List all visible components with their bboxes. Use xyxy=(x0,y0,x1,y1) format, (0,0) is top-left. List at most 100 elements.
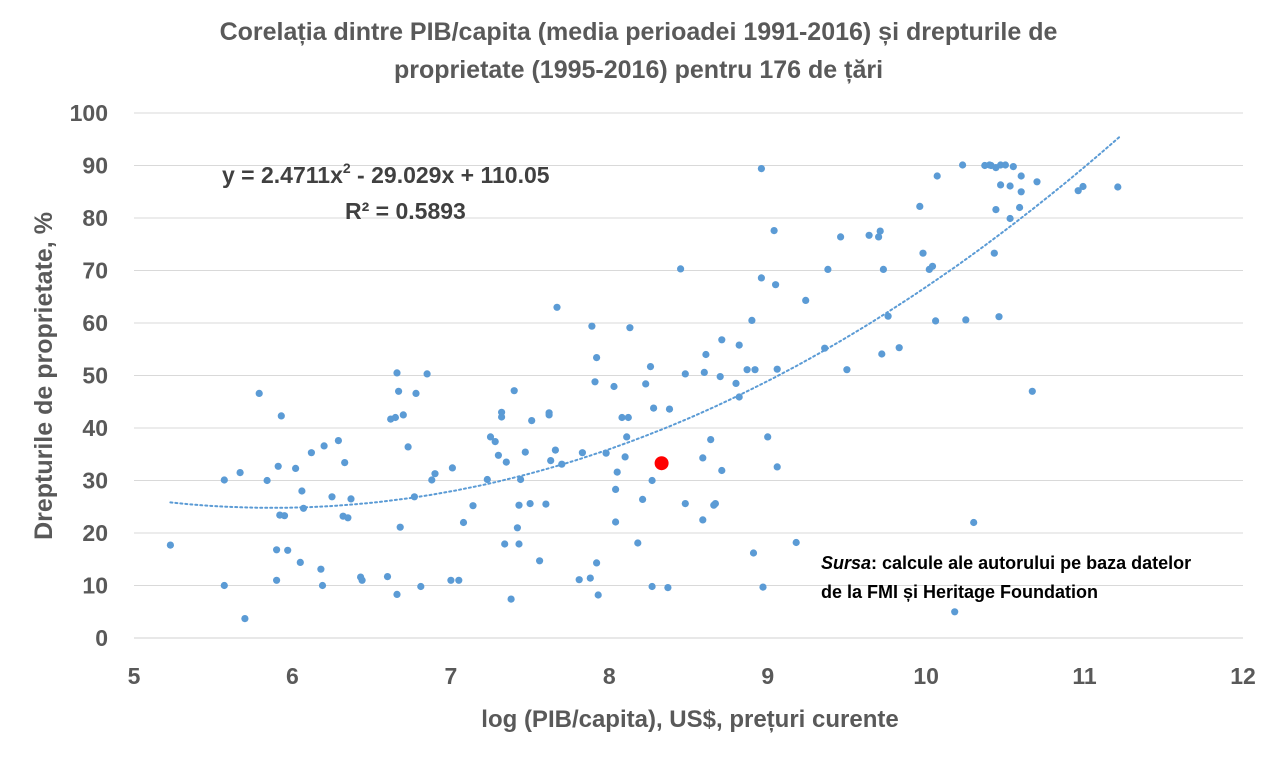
data-point xyxy=(602,449,610,457)
equation-suffix: - 29.029x + 110.05 xyxy=(350,162,550,188)
data-point xyxy=(970,518,978,527)
y-tick-label: 40 xyxy=(82,415,108,441)
data-point xyxy=(341,459,349,467)
data-point xyxy=(821,344,829,352)
data-point xyxy=(612,518,620,526)
data-point xyxy=(639,495,647,503)
x-tick-label: 12 xyxy=(1230,663,1256,689)
data-point xyxy=(515,540,523,548)
data-point xyxy=(773,365,781,373)
data-point xyxy=(613,468,621,476)
data-point xyxy=(455,576,463,584)
data-point xyxy=(515,501,523,509)
data-point xyxy=(646,363,655,371)
data-point xyxy=(962,316,970,324)
data-point xyxy=(317,565,325,573)
data-point xyxy=(802,296,810,304)
data-point xyxy=(843,366,851,374)
data-point xyxy=(743,366,751,374)
data-point xyxy=(166,541,174,549)
data-point xyxy=(431,470,439,478)
data-point xyxy=(677,265,685,273)
y-tick-label: 50 xyxy=(82,363,108,389)
data-point xyxy=(459,518,468,527)
data-point xyxy=(735,393,743,401)
trendline xyxy=(169,136,1121,509)
highlight-layer xyxy=(654,456,669,471)
data-point xyxy=(764,433,772,441)
data-point xyxy=(277,412,285,420)
data-point xyxy=(665,405,674,413)
data-point xyxy=(547,457,555,465)
data-point xyxy=(1114,183,1122,191)
data-point xyxy=(358,576,366,584)
data-point xyxy=(536,557,544,565)
data-point xyxy=(876,227,884,235)
data-point xyxy=(391,413,399,422)
data-point xyxy=(650,404,658,412)
data-point xyxy=(916,202,924,210)
data-point xyxy=(545,409,553,417)
data-point xyxy=(711,500,720,508)
chart-title-line-1: Corelația dintre PIB/capita (media perio… xyxy=(219,18,1058,46)
data-point xyxy=(393,590,401,599)
data-point xyxy=(1033,178,1041,186)
x-axis-title: log (PIB/capita), US$, prețuri curente xyxy=(481,706,898,733)
data-point xyxy=(417,582,425,591)
data-point xyxy=(1017,188,1025,196)
x-tick-label: 10 xyxy=(913,663,939,689)
data-point xyxy=(681,370,689,378)
data-point xyxy=(410,493,418,501)
data-point xyxy=(241,615,249,623)
data-point xyxy=(494,451,502,459)
data-point xyxy=(578,449,587,457)
y-tick-label: 90 xyxy=(82,153,108,179)
data-point xyxy=(412,389,420,397)
data-point xyxy=(702,350,710,359)
data-point xyxy=(757,165,766,173)
data-point xyxy=(699,454,707,462)
data-point xyxy=(664,584,672,592)
data-point xyxy=(895,344,903,352)
y-tick-label: 60 xyxy=(82,310,108,336)
highlighted-data-point xyxy=(654,456,669,471)
data-point xyxy=(307,449,315,457)
data-point xyxy=(447,576,455,584)
chart-title-line-2: proprietate (1995-2016) pentru 176 de ță… xyxy=(393,56,884,84)
data-point xyxy=(735,341,743,349)
data-point xyxy=(404,443,412,451)
data-point xyxy=(623,433,631,441)
data-point xyxy=(1001,161,1010,169)
data-point xyxy=(347,495,355,503)
data-point xyxy=(383,573,392,581)
data-point xyxy=(992,206,1000,214)
data-point xyxy=(824,265,832,273)
data-point xyxy=(610,382,618,391)
data-point xyxy=(997,181,1005,189)
data-point xyxy=(486,433,495,441)
data-point xyxy=(700,368,708,376)
data-point xyxy=(299,504,308,512)
data-point xyxy=(1028,387,1036,395)
data-point xyxy=(280,512,289,520)
data-point xyxy=(334,437,342,445)
data-point xyxy=(1017,172,1025,180)
data-point xyxy=(1079,182,1087,191)
y-tick-label: 30 xyxy=(82,468,108,494)
data-point xyxy=(648,476,656,485)
data-point xyxy=(296,558,304,567)
data-point xyxy=(542,500,550,508)
data-point xyxy=(220,476,228,484)
y-tick-label: 70 xyxy=(82,258,108,284)
trendline-path xyxy=(169,136,1121,509)
y-tick-label: 100 xyxy=(70,100,108,126)
y-tick-label: 0 xyxy=(95,625,108,651)
data-point xyxy=(320,442,328,450)
data-points xyxy=(166,161,1122,623)
data-point xyxy=(1009,163,1017,171)
data-point xyxy=(428,476,436,484)
data-point xyxy=(634,539,642,547)
data-point xyxy=(448,464,456,472)
data-point xyxy=(491,438,499,446)
data-point xyxy=(1006,214,1014,223)
